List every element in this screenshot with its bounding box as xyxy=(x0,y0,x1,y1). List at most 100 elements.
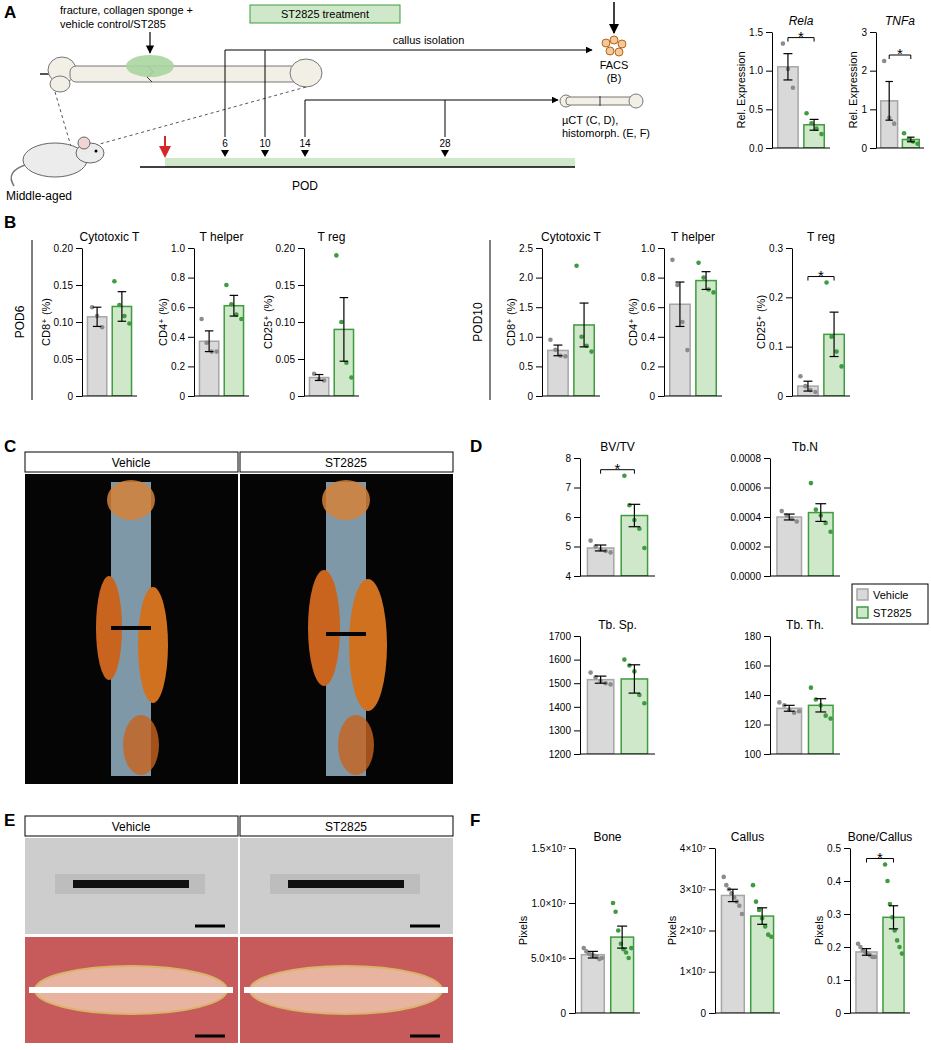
data-point xyxy=(823,713,828,718)
y-axis-title: CD4⁺ (%) xyxy=(627,298,639,346)
error-bar xyxy=(803,381,812,391)
error-line xyxy=(592,951,593,958)
treatment-legend-box xyxy=(250,5,400,23)
y-tick: 0 xyxy=(289,391,304,402)
image-header xyxy=(25,452,238,472)
tick-mark xyxy=(574,754,580,755)
tick-mark xyxy=(870,71,876,72)
chart-title: Tb. Sp. xyxy=(598,618,637,632)
histology-canal xyxy=(29,987,233,993)
data-point xyxy=(803,384,808,389)
error-line xyxy=(583,303,584,347)
tick-mark xyxy=(574,547,580,548)
tick-label: 0 xyxy=(527,391,533,402)
data-point xyxy=(204,340,209,345)
error-cap xyxy=(815,711,826,712)
tick-mark xyxy=(870,148,876,149)
y-tick: 2 xyxy=(861,65,876,76)
x-axis-line xyxy=(850,1013,910,1014)
callus xyxy=(138,587,168,703)
chart-title: Rela xyxy=(789,14,814,28)
significance-star: * xyxy=(615,460,621,477)
data-point xyxy=(349,375,354,380)
tick-mark xyxy=(536,366,542,367)
bone-end xyxy=(629,94,643,108)
analysis-label: µCT (C, D), xyxy=(562,114,618,126)
y-tick: 0.0002 xyxy=(730,541,770,552)
y-tick: 6 xyxy=(565,512,580,523)
zoom-line xyxy=(55,92,72,150)
tick-mark xyxy=(536,307,542,308)
cell-icon xyxy=(602,39,610,47)
tick-mark xyxy=(766,148,772,149)
error-cap xyxy=(595,550,607,551)
tick-label: 0.05 xyxy=(54,354,74,365)
y-axis-title: CD25⁺ (%) xyxy=(262,295,274,349)
error-bar xyxy=(885,81,892,120)
error-cap xyxy=(595,676,607,677)
plot-area xyxy=(670,258,717,396)
arrow xyxy=(305,100,558,101)
y-tick: 1.0 xyxy=(171,243,194,254)
error-bar xyxy=(862,949,871,956)
scale-bar xyxy=(410,925,440,928)
tick-mark xyxy=(298,248,304,249)
small-bone-icon xyxy=(560,94,643,108)
error-line xyxy=(789,705,790,711)
data-point xyxy=(579,335,584,340)
error-line xyxy=(233,295,234,316)
x-axis-line xyxy=(772,148,830,149)
error-line xyxy=(209,331,210,352)
data-point xyxy=(589,349,594,354)
tick-label: 1400 xyxy=(549,702,572,713)
data-point xyxy=(813,390,818,395)
error-cap xyxy=(784,513,795,514)
bar xyxy=(224,306,243,396)
arrow xyxy=(613,2,615,33)
tick-mark xyxy=(574,488,580,489)
chart-title: Callus xyxy=(731,830,764,844)
data-point xyxy=(819,132,824,137)
tick-label: 3×10⁷ xyxy=(680,884,707,895)
error-cap xyxy=(907,137,914,138)
image-panel-c: VehicleST2825 xyxy=(25,452,453,784)
plot-area xyxy=(199,283,243,396)
y-axis-line xyxy=(876,33,877,149)
tick-mark xyxy=(298,322,304,323)
bar xyxy=(721,895,744,1013)
significance-star: * xyxy=(818,267,824,284)
y-tick: 4 xyxy=(565,571,580,582)
x-axis-line xyxy=(770,576,840,577)
bar-chart: 00.050.100.150.20CD8⁺ (%)Cytotoxic T xyxy=(40,230,141,402)
tick-mark xyxy=(658,337,664,338)
tick-label: 0.4 xyxy=(827,876,841,887)
y-axis: 0.00000.00020.00040.00060.0008 xyxy=(730,453,770,582)
y-tick: 0.1 xyxy=(769,341,792,352)
tick-label: 2.0 xyxy=(519,272,533,283)
chart-title: Bone xyxy=(593,830,621,844)
data-point xyxy=(897,945,902,950)
callus xyxy=(322,480,370,520)
plot-area xyxy=(777,685,833,754)
tick-label: 0.15 xyxy=(276,280,296,291)
y-tick: 0.4 xyxy=(641,332,664,343)
tick-label: 1500 xyxy=(549,678,572,689)
y-tick: 8 xyxy=(565,453,580,464)
x-axis-line xyxy=(194,396,249,397)
tick-mark xyxy=(574,683,580,684)
schematic-text: fracture, collagen sponge + xyxy=(60,4,193,16)
y-tick: 0.10 xyxy=(276,317,304,328)
schematic-text: vehicle control/ST285 xyxy=(60,18,166,30)
bone-shaft xyxy=(566,97,634,105)
data-point xyxy=(777,700,782,705)
histology-image xyxy=(25,937,238,1043)
error-bar xyxy=(595,545,607,551)
y-axis: 00.20.40.60.81.0 xyxy=(171,243,194,402)
y-tick: 5.0×10⁶ xyxy=(531,953,575,964)
mouse-tail xyxy=(11,165,25,186)
data-point xyxy=(613,910,618,915)
zoom-line xyxy=(78,87,306,150)
tick-mark xyxy=(709,931,715,932)
tick-mark xyxy=(658,278,664,279)
schematic: fracture, collagen sponge + vehicle contr… xyxy=(6,2,650,203)
